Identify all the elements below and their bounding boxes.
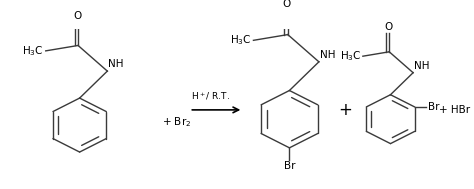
Text: O: O: [384, 22, 392, 32]
Text: Br: Br: [283, 161, 295, 171]
Text: Br: Br: [428, 102, 440, 112]
Text: H$^+$/ R.T.: H$^+$/ R.T.: [191, 91, 230, 102]
Text: NH: NH: [320, 50, 335, 60]
Text: NH: NH: [108, 59, 124, 69]
Text: O: O: [73, 11, 81, 21]
Text: H$_3$C: H$_3$C: [230, 33, 252, 47]
Text: O: O: [283, 0, 291, 9]
Text: +: +: [338, 101, 352, 119]
Text: H$_3$C: H$_3$C: [339, 49, 361, 63]
Text: + Br$_2$: + Br$_2$: [163, 116, 191, 129]
Text: NH: NH: [414, 61, 429, 71]
Text: H$_3$C: H$_3$C: [22, 44, 44, 58]
Text: + HBr: + HBr: [438, 105, 470, 115]
